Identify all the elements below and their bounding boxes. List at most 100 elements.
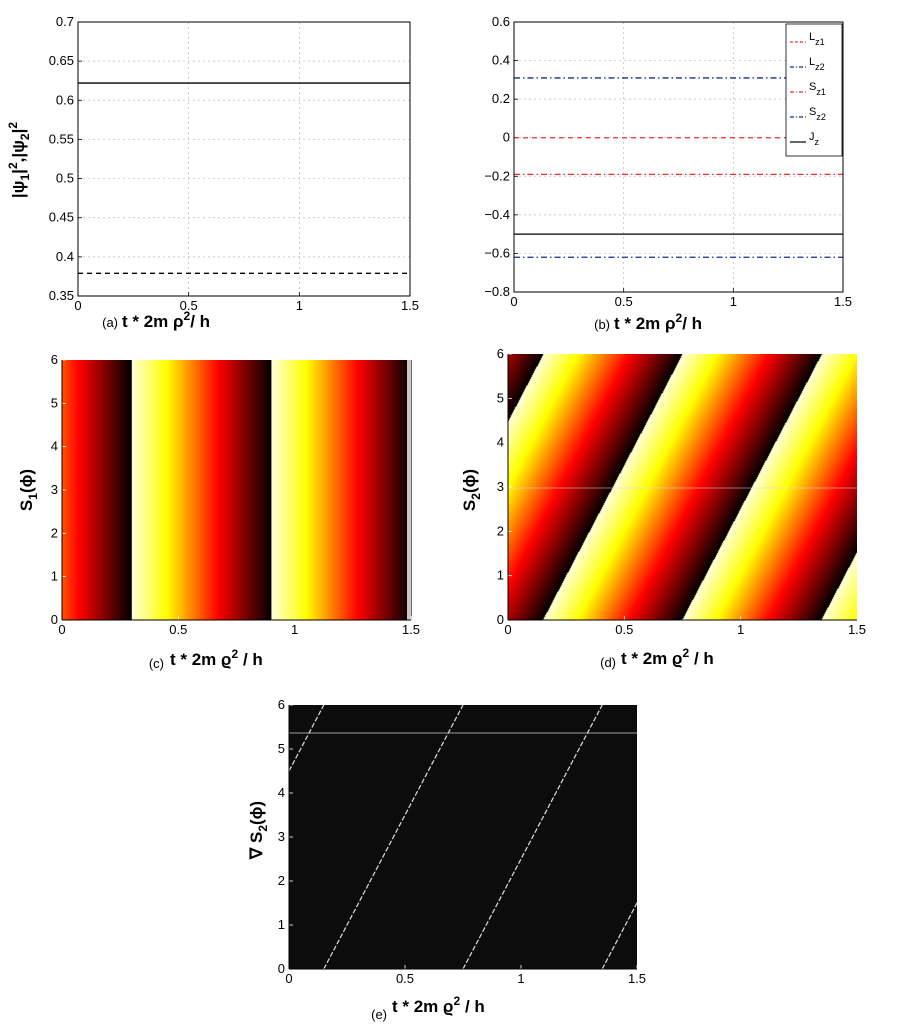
y-tick-label: 5 xyxy=(497,390,504,405)
heatmap-cell xyxy=(153,360,156,620)
heatmap-cell xyxy=(310,360,313,620)
heatmap-cell xyxy=(166,360,169,620)
heatmap-cell xyxy=(83,360,86,620)
heatmap-cell xyxy=(269,360,272,620)
heatmap-cell xyxy=(223,360,226,620)
heatmap-cell xyxy=(175,360,178,620)
heatmap-cell xyxy=(105,360,108,620)
heatmap-cell xyxy=(284,360,287,620)
heatmap-cell xyxy=(125,360,129,620)
heatmap-cell xyxy=(159,360,162,620)
heatmap-cell xyxy=(211,360,214,620)
x-axis-label-d: t * 2m ϱ2 / h xyxy=(621,646,714,668)
x-tick-label: 0 xyxy=(510,294,517,309)
heatmap-cell xyxy=(387,360,390,620)
heatmap-cell xyxy=(150,360,153,620)
y-tick-label: 0.35 xyxy=(49,288,74,303)
heatmap-cell xyxy=(300,360,303,620)
y-tick-label: 1 xyxy=(497,568,504,583)
heatmap-cell xyxy=(141,360,145,620)
heatmap-cell xyxy=(120,360,123,620)
heatmap-cell xyxy=(315,360,318,620)
heatmap-cell xyxy=(213,360,216,620)
heatmap-cell xyxy=(293,360,296,620)
y-tick-label: 0.7 xyxy=(56,14,74,29)
heatmap-cell xyxy=(358,360,361,620)
heatmap-cell xyxy=(147,360,150,620)
x-tick-label: 1.5 xyxy=(401,298,419,313)
heatmap-cell xyxy=(112,360,115,620)
heatmap-cell xyxy=(107,360,110,620)
heatmap-cell xyxy=(76,360,79,620)
heatmap-cell xyxy=(99,360,102,620)
heatmap-cell xyxy=(285,360,288,620)
heatmap-cell xyxy=(291,360,294,620)
heatmap-cell xyxy=(384,360,387,620)
x-tick-label: 0.5 xyxy=(615,622,633,637)
heatmap-cell xyxy=(79,360,82,620)
heatmap-cell xyxy=(221,360,225,620)
heatmap-cell xyxy=(328,360,331,620)
y-axis-label-a: |ψ1|2,|ψ2|2 xyxy=(6,122,32,198)
heatmap-cell xyxy=(173,360,177,620)
y-tick-label: 2 xyxy=(51,525,58,540)
heatmap-cell xyxy=(390,360,393,620)
y-tick-label: 4 xyxy=(497,435,504,450)
heatmap-cell xyxy=(176,360,179,620)
heatmap-cell xyxy=(365,360,368,620)
y-tick-label: 0.6 xyxy=(492,14,510,29)
heatmap-cell xyxy=(133,360,136,620)
heatmap-cell xyxy=(296,360,299,620)
heatmap-cell xyxy=(127,360,130,620)
heatmap-cell xyxy=(205,360,209,620)
y-tick-label: −0.4 xyxy=(484,207,510,222)
legend-box xyxy=(785,23,843,157)
heatmap-cell xyxy=(88,360,91,620)
heatmap-cell xyxy=(96,360,99,620)
heatmap-cell xyxy=(317,360,320,620)
y-tick-label: 0.65 xyxy=(49,53,74,68)
heatmap-cell xyxy=(249,360,252,620)
x-tick-label: 1.5 xyxy=(628,971,646,986)
x-tick-label: 0.5 xyxy=(169,622,187,637)
heatmap-cell xyxy=(309,360,312,620)
heatmap-cell xyxy=(242,360,245,620)
y-tick-label: 0.5 xyxy=(56,171,74,186)
heatmap-cell xyxy=(348,360,351,620)
heatmap-cell xyxy=(184,360,187,620)
x-axis-label-a: t * 2m ρ2/ h xyxy=(122,309,210,331)
heatmap-cell xyxy=(233,360,236,620)
legend-entry-2: Sz1 xyxy=(809,81,826,97)
y-tick-label: 5 xyxy=(51,395,58,410)
legend-entry-4: Jz xyxy=(809,131,820,147)
y-tick-label: 5 xyxy=(278,741,285,756)
heatmap-cell xyxy=(274,360,277,620)
heatmap-cell xyxy=(143,360,146,620)
legend-entry-3: Sz2 xyxy=(809,106,826,122)
heatmap-cell xyxy=(395,360,398,620)
heatmap-cell xyxy=(316,360,319,620)
heatmap-cell xyxy=(66,360,69,620)
x-tick-label: 0 xyxy=(74,298,81,313)
heatmap-cell xyxy=(332,360,335,620)
heatmap-cell xyxy=(329,360,332,620)
heatmap-cell xyxy=(131,360,134,620)
heatmap-cell xyxy=(189,360,193,620)
heatmap-cell xyxy=(102,360,105,620)
heatmap-cell xyxy=(267,360,270,620)
heatmap-cell xyxy=(162,360,165,620)
heatmap-cell xyxy=(195,360,198,620)
heatmap-cell xyxy=(169,360,172,620)
heatmap-cell xyxy=(371,360,374,620)
y-tick-label: 2 xyxy=(497,523,504,538)
x-tick-label: 1.5 xyxy=(834,294,852,309)
panel-label-b: (b) xyxy=(594,317,610,332)
heatmap-cell xyxy=(307,360,310,620)
heatmap-cell xyxy=(117,360,120,620)
heatmap-cell xyxy=(246,360,249,620)
heatmap-cell xyxy=(256,360,259,620)
x-axis-label-e: t * 2m ϱ2 / h xyxy=(392,994,485,1016)
heatmap-cell xyxy=(383,360,386,620)
heatmap-cell xyxy=(377,360,380,620)
